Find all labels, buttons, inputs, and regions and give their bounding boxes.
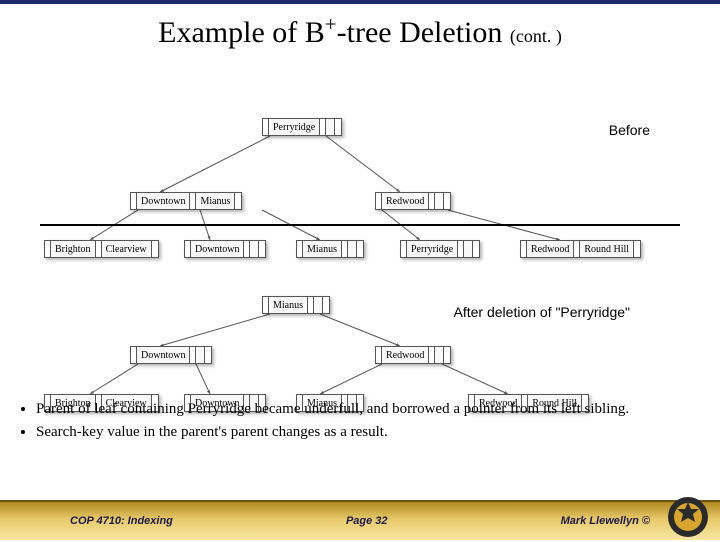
- bullet-item: Parent of leaf containing Perryridge bec…: [36, 400, 684, 419]
- slide: Example of B+-tree Deletion (cont. ) Per…: [0, 0, 720, 540]
- footer-right: Mark Llewellyn ©: [561, 515, 650, 527]
- bullet-list: Parent of leaf containing Perryridge bec…: [0, 400, 720, 446]
- footer-center: Page 32: [346, 515, 388, 527]
- tree-node: RedwoodRound Hill: [520, 240, 641, 258]
- tree-node: Mianus: [262, 296, 330, 314]
- label-before: Before: [609, 122, 650, 138]
- tree-node: Mianus: [296, 240, 364, 258]
- tree-node: Redwood: [375, 192, 451, 210]
- ucf-logo-icon: [666, 495, 710, 539]
- tree-node: Downtown: [130, 346, 212, 364]
- title-superscript: +: [325, 12, 337, 36]
- footer-left: COP 4710: Indexing: [70, 515, 173, 527]
- tree-edges: [0, 56, 720, 416]
- tree-node: BrightonClearview: [44, 240, 159, 258]
- slide-title: Example of B+-tree Deletion (cont. ): [0, 12, 720, 50]
- bullet-item: Search-key value in the parent's parent …: [36, 423, 684, 442]
- label-after: After deletion of "Perryridge": [454, 304, 630, 320]
- tree-node: Redwood: [375, 346, 451, 364]
- tree-node: Perryridge: [400, 240, 480, 258]
- divider: [40, 224, 680, 226]
- title-part1: Example of B: [158, 16, 325, 49]
- tree-node: Perryridge: [262, 118, 342, 136]
- diagram-area: PerryridgeDowntownMianusRedwoodBrightonC…: [0, 56, 720, 416]
- tree-node: Downtown: [184, 240, 266, 258]
- title-cont: (cont. ): [510, 26, 562, 46]
- title-part2: -tree Deletion: [337, 16, 503, 49]
- tree-node: DowntownMianus: [130, 192, 242, 210]
- slide-footer: COP 4710: Indexing Page 32 Mark Llewelly…: [0, 500, 720, 540]
